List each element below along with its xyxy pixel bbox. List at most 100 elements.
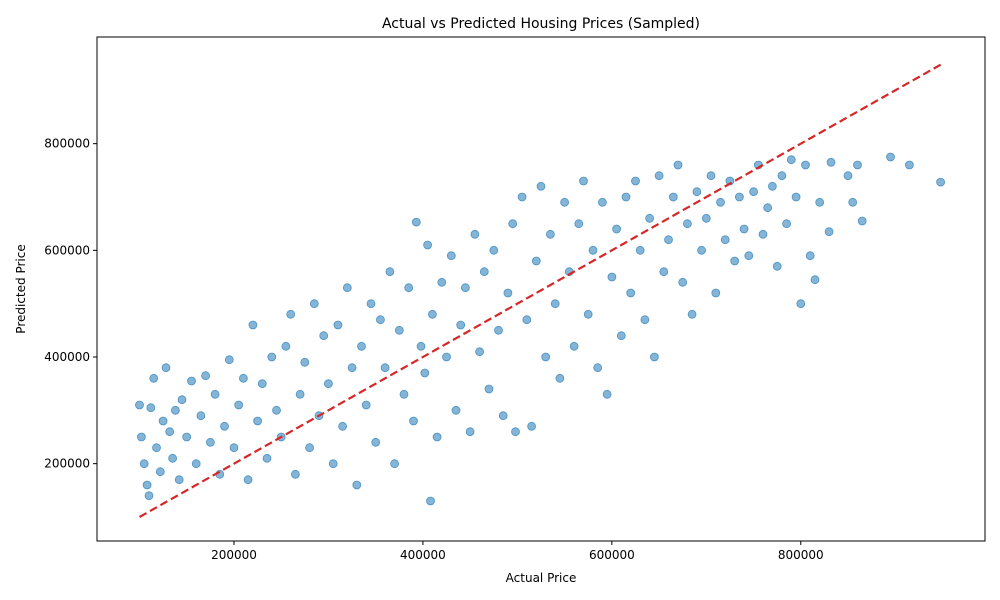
data-point	[238, 373, 248, 383]
data-point	[361, 400, 371, 410]
data-point	[409, 416, 418, 426]
data-point	[333, 320, 343, 330]
x-tick-label: 400000	[400, 548, 446, 562]
points-layer	[135, 152, 945, 506]
data-point	[735, 192, 744, 202]
data-point	[323, 379, 333, 389]
data-point	[149, 373, 159, 383]
data-point	[777, 171, 787, 181]
data-point	[139, 459, 149, 469]
data-point	[772, 261, 782, 271]
data-point	[560, 197, 569, 207]
data-point	[550, 299, 560, 309]
data-point	[342, 283, 352, 293]
data-point	[234, 400, 244, 410]
data-point	[357, 341, 366, 351]
data-point	[668, 192, 678, 202]
data-point	[650, 352, 659, 362]
data-point	[905, 160, 914, 170]
data-point	[319, 331, 329, 341]
data-point	[210, 389, 220, 399]
data-point	[664, 235, 673, 245]
x-axis-title: Actual Price	[506, 571, 577, 585]
data-point	[404, 283, 414, 293]
data-point	[843, 171, 853, 181]
data-point	[654, 171, 664, 181]
data-point	[170, 405, 180, 415]
data-point	[196, 411, 206, 421]
data-point	[142, 480, 152, 490]
data-point	[168, 453, 178, 463]
data-point	[758, 229, 768, 239]
data-point	[456, 320, 466, 330]
data-point	[768, 181, 777, 191]
chart-title: Actual vs Predicted Housing Prices (Samp…	[382, 16, 700, 32]
data-point	[579, 176, 588, 186]
data-point	[366, 299, 376, 309]
data-point	[786, 155, 796, 165]
data-point	[220, 421, 229, 431]
data-point	[229, 443, 239, 453]
data-point	[416, 341, 426, 351]
data-point	[498, 411, 508, 421]
data-point	[489, 245, 499, 255]
data-point	[309, 299, 319, 309]
data-point	[451, 405, 461, 415]
data-point	[531, 256, 541, 266]
data-point	[475, 347, 485, 357]
data-point	[390, 459, 400, 469]
data-point	[253, 416, 263, 426]
data-point	[730, 256, 740, 266]
data-point	[640, 315, 650, 325]
data-point	[517, 192, 527, 202]
data-point	[158, 416, 168, 426]
data-point	[631, 176, 640, 186]
data-point	[248, 320, 258, 330]
data-point	[201, 371, 211, 381]
data-point	[426, 496, 435, 506]
data-point	[272, 405, 281, 415]
data-point	[848, 197, 858, 207]
data-point	[503, 288, 513, 298]
data-point	[612, 224, 621, 234]
x-tick-label: 800000	[778, 548, 824, 562]
data-point	[555, 373, 565, 383]
data-point	[593, 363, 603, 373]
data-point	[460, 283, 470, 293]
data-point	[574, 219, 584, 229]
data-point	[725, 176, 735, 186]
data-point	[659, 267, 669, 277]
data-point	[598, 197, 607, 207]
data-point	[380, 363, 390, 373]
data-point	[146, 403, 156, 413]
data-point	[135, 400, 144, 410]
data-point	[177, 395, 187, 405]
data-point	[300, 357, 310, 367]
x-tick-label: 600000	[589, 548, 635, 562]
data-point	[161, 363, 171, 373]
data-point	[446, 251, 456, 261]
data-point	[411, 217, 421, 227]
data-point	[857, 216, 867, 226]
data-point	[621, 192, 631, 202]
data-point	[583, 309, 593, 319]
y-tick-label: 800000	[44, 137, 90, 151]
data-point	[385, 267, 395, 277]
data-point	[616, 331, 626, 341]
data-point	[437, 277, 447, 287]
data-point	[716, 197, 725, 207]
data-point	[399, 389, 409, 399]
data-point	[165, 427, 175, 437]
data-point	[394, 325, 404, 335]
y-axis-title: Predicted Price	[14, 244, 28, 333]
data-point	[371, 437, 381, 447]
data-point	[801, 160, 810, 170]
data-point	[257, 379, 267, 389]
data-point	[588, 245, 598, 255]
data-point	[853, 160, 862, 170]
y-tick-label: 600000	[44, 243, 90, 257]
data-point	[511, 427, 520, 437]
data-point	[607, 272, 617, 282]
data-point	[569, 341, 579, 351]
